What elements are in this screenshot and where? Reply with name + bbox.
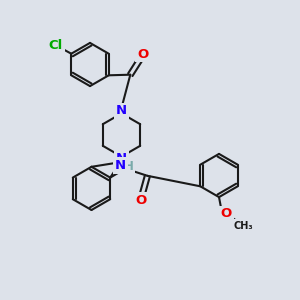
Text: CH₃: CH₃ bbox=[233, 221, 253, 231]
Text: N: N bbox=[115, 159, 126, 172]
Text: O: O bbox=[135, 194, 146, 207]
Text: N: N bbox=[116, 152, 127, 166]
Text: N: N bbox=[116, 104, 127, 118]
Text: H: H bbox=[124, 160, 134, 173]
Text: O: O bbox=[220, 207, 232, 220]
Text: O: O bbox=[137, 47, 148, 61]
Text: Cl: Cl bbox=[49, 39, 63, 52]
